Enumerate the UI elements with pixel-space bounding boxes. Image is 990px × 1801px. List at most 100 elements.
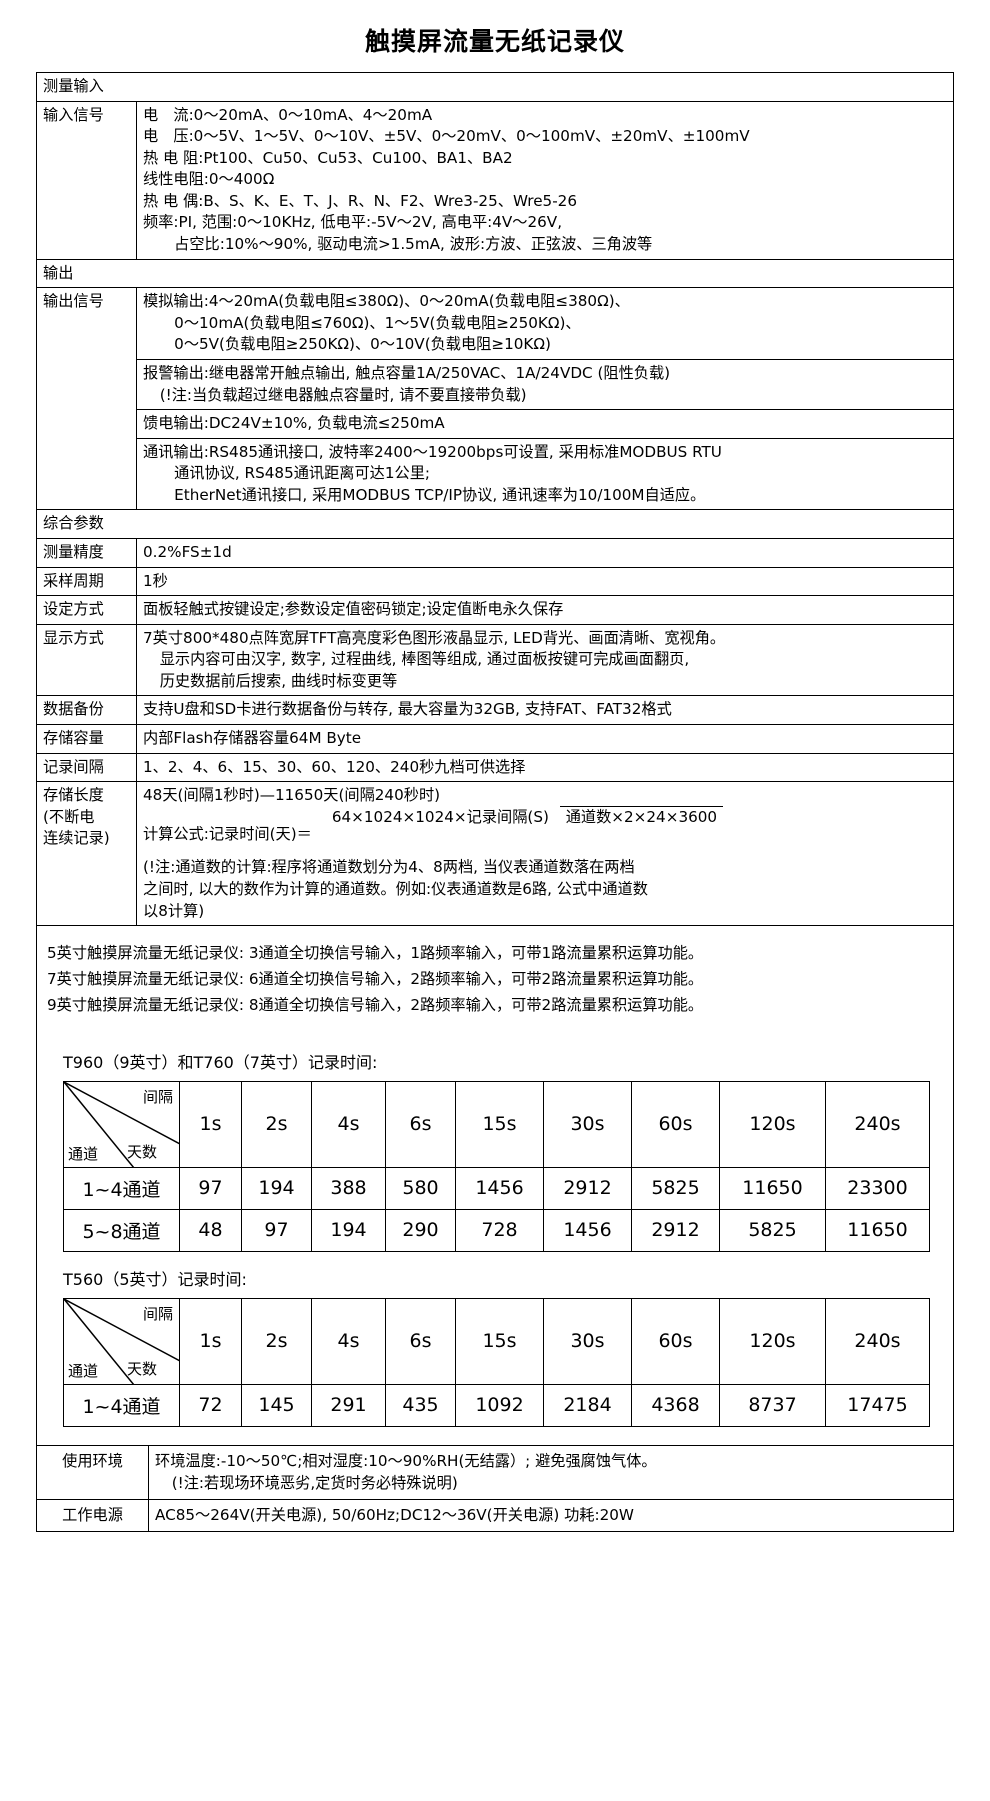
row-accuracy: 测量精度 0.2%FS±1d <box>36 537 954 568</box>
cell-ch5-8-4s: 194 <box>311 1208 386 1252</box>
diagonal-split-icon <box>64 1298 180 1385</box>
cell-t560-15s: 1092 <box>455 1383 544 1427</box>
col-header-30s: 30s <box>543 1297 632 1385</box>
storage-label-line-2: (不断电 <box>43 807 95 826</box>
section-row-measurement-input: 测量输入 <box>36 72 954 102</box>
section-row-output: 输出 <box>36 258 954 289</box>
cell-t560-30s: 2184 <box>543 1383 632 1427</box>
storage-note-line-3: 以8计算) <box>143 901 205 920</box>
cell-ch1-4-15s: 1456 <box>455 1166 544 1210</box>
cell-ch1-4-6s: 580 <box>385 1166 456 1210</box>
cell-ch1-4-2s: 194 <box>241 1166 312 1210</box>
row-label-sampling-period: 采样周期 <box>36 566 137 597</box>
table-row: 5~8通道 48 97 194 290 728 1456 2912 5825 1… <box>63 1208 930 1252</box>
display-line-3: 历史数据前后搜索, 曲线时标变更等 <box>159 671 398 690</box>
env-line-note: (!注:若现场环境恶劣,定货时务必特殊说明) <box>171 1474 458 1493</box>
corner-label-channel: 通道 <box>68 1361 99 1380</box>
storage-note: (!注:通道数的计算:程序将通道数划分为4、8两档, 当仪表通道数落在两档 之间… <box>143 845 947 922</box>
input-line-frequency: 频率:PI, 范围:0～10KHz, 低电平:-5V～2V, 高电平:4V～26… <box>143 213 563 232</box>
cell-t560-120s: 8737 <box>719 1383 826 1427</box>
row-label-setting-method: 设定方式 <box>36 595 137 625</box>
row-value-storage-length: 48天(间隔1秒时)—11650天(间隔240秒时) 计算公式:记录时间(天)＝… <box>136 781 954 927</box>
row-output-signal-analog: 输出信号 模拟输出:4～20mA(负载电阻≤380Ω)、0～20mA(负载电阻≤… <box>36 287 954 511</box>
row-output-alarm: 报警输出:继电器常开触点输出, 触点容量1A/250VAC、1A/24VDC (… <box>37 358 954 411</box>
corner-label-days: 天数 <box>126 1359 157 1378</box>
alarm-line-1: 报警输出:继电器常开触点输出, 触点容量1A/250VAC、1A/24VDC (… <box>143 363 671 382</box>
col-header-1s: 1s <box>179 1080 242 1168</box>
cell-ch1-4-60s: 5825 <box>631 1166 720 1210</box>
diagonal-split-icon <box>64 1081 180 1168</box>
row-header-ch1-4: 1~4通道 <box>63 1166 180 1210</box>
output-alarm-cell: 报警输出:继电器常开触点输出, 触点容量1A/250VAC、1A/24VDC (… <box>136 358 954 411</box>
storage-label-line-1: 存储长度 <box>43 786 104 805</box>
specification-table: 测量输入 输入信号 电 流:0～20mA、0～10mA、4～20mA 电 压:0… <box>36 72 954 927</box>
table-header-row: 间隔 天数 通道 1s 2s 4s 6s 15s 30s 60s 120s 24… <box>63 1080 930 1168</box>
input-line-current: 电 流:0～20mA、0～10mA、4～20mA <box>143 105 433 124</box>
analog-line-2: 0～10mA(负载电阻≤760Ω)、1～5V(负载电阻≥250KΩ)、 <box>174 313 581 332</box>
cell-t560-2s: 145 <box>241 1383 312 1427</box>
alarm-line-note: (!注:当负载超过继电器触点容量时, 请不要直接带负载) <box>159 385 527 404</box>
col-header-120s: 120s <box>719 1080 826 1168</box>
comm-line-2: 通讯协议, RS485通讯距离可达1公里; <box>174 464 431 483</box>
output-comm-cell: 通讯输出:RS485通讯接口, 波特率2400～19200bps可设置, 采用标… <box>136 437 954 511</box>
input-line-linear-resistance: 线性电阻:0～400Ω <box>143 170 275 189</box>
row-value-operating-environment: 环境温度:-10～50℃;相对湿度:10～90%RH(无结露）; 避免强腐蚀气体… <box>148 1444 954 1501</box>
input-line-voltage: 电 压:0～5V、1～5V、0～10V、±5V、0～20mV、0～100mV、±… <box>143 127 750 146</box>
record-time-table-t960: 间隔 天数 通道 1s 2s 4s 6s 15s 30s 60s 120s 24… <box>63 1080 930 1252</box>
row-label-storage-length: 存储长度 (不断电 连续记录) <box>36 781 137 927</box>
env-line-1: 环境温度:-10～50℃;相对湿度:10～90%RH(无结露）; 避免强腐蚀气体… <box>155 1451 657 1470</box>
row-output-comm: 通讯输出:RS485通讯接口, 波特率2400～19200bps可设置, 采用标… <box>37 437 954 511</box>
row-sampling-period: 采样周期 1秒 <box>36 566 954 597</box>
row-setting-method: 设定方式 面板轻触式按键设定;参数设定值密码锁定;设定值断电永久保存 <box>36 595 954 625</box>
col-header-6s: 6s <box>385 1297 456 1385</box>
storage-label-line-3: 连续记录) <box>43 829 110 848</box>
row-value-storage-capacity: 内部Flash存储器容量64M Byte <box>136 724 954 754</box>
formula-lead: 计算公式:记录时间(天)＝ <box>143 824 312 843</box>
model-description-block: 5英寸触摸屏流量无纸记录仪: 3通道全切换信号输入，1路频率输入，可带1路流量累… <box>36 926 954 1025</box>
col-header-4s: 4s <box>311 1297 386 1385</box>
cell-t560-1s: 72 <box>179 1383 242 1427</box>
input-line-rtd: 热 电 阻:Pt100、Cu50、Cu53、Cu100、BA1、BA2 <box>143 148 513 167</box>
cell-ch5-8-15s: 728 <box>455 1208 544 1252</box>
col-header-30s: 30s <box>543 1080 632 1168</box>
col-header-6s: 6s <box>385 1080 456 1168</box>
row-value-setting-method: 面板轻触式按键设定;参数设定值密码锁定;设定值断电永久保存 <box>136 595 954 625</box>
bottom-spec-table: 使用环境 环境温度:-10～50℃;相对湿度:10～90%RH(无结露）; 避免… <box>36 1444 954 1532</box>
row-value-data-backup: 支持U盘和SD卡进行数据备份与转存, 最大容量为32GB, 支持FAT、FAT3… <box>136 695 954 726</box>
diagonal-header-cell: 间隔 天数 通道 <box>63 1080 180 1168</box>
corner-label-days: 天数 <box>126 1142 157 1161</box>
row-label-input-signal: 输入信号 <box>36 100 137 260</box>
table-row: 1~4通道 97 194 388 580 1456 2912 5825 1165… <box>63 1166 930 1210</box>
col-header-240s: 240s <box>825 1080 930 1168</box>
comm-line-3: EtherNet通讯接口, 采用MODBUS TCP/IP协议, 通讯速率为10… <box>174 485 706 504</box>
table-header-row: 间隔 天数 通道 1s 2s 4s 6s 15s 30s 60s 120s 24… <box>63 1297 930 1385</box>
record-table-title-t560: T560（5英寸）记录时间: <box>63 1269 247 1289</box>
display-line-2: 显示内容可由汉字, 数字, 过程曲线, 棒图等组成, 通过面板按键可完成画面翻页… <box>159 650 690 669</box>
col-header-4s: 4s <box>311 1080 386 1168</box>
row-label-power-supply: 工作电源 <box>36 1499 149 1532</box>
row-output-feed: 馈电输出:DC24V±10%, 负载电流≤250mA <box>37 409 954 439</box>
cell-ch5-8-6s: 290 <box>385 1208 456 1252</box>
input-line-thermocouple: 热 电 偶:B、S、K、E、T、J、R、N、F2、Wre3-25、Wre5-26 <box>143 191 578 210</box>
corner-label-interval: 间隔 <box>142 1304 173 1323</box>
row-label-display: 显示方式 <box>36 623 137 697</box>
col-header-1s: 1s <box>179 1297 242 1385</box>
row-operating-environment: 使用环境 环境温度:-10～50℃;相对湿度:10～90%RH(无结露）; 避免… <box>36 1444 954 1501</box>
cell-t560-240s: 17475 <box>825 1383 930 1427</box>
row-label-output-signal: 输出信号 <box>36 287 137 511</box>
row-label-record-interval: 记录间隔 <box>36 752 137 783</box>
row-label-data-backup: 数据备份 <box>36 695 137 726</box>
col-header-240s: 240s <box>825 1297 930 1385</box>
section-label-output: 输出 <box>36 258 954 289</box>
analog-line-3: 0～5V(负载电阻≥250KΩ)、0～10V(负载电阻≥10KΩ) <box>174 335 551 354</box>
storage-range-line: 48天(间隔1秒时)—11650天(间隔240秒时) <box>143 786 441 805</box>
page-title: 触摸屏流量无纸记录仪 <box>364 27 625 56</box>
cell-ch5-8-240s: 11650 <box>825 1208 930 1252</box>
cell-ch5-8-30s: 1456 <box>543 1208 632 1252</box>
section-row-general: 综合参数 <box>36 509 954 539</box>
corner-label-interval: 间隔 <box>142 1087 173 1106</box>
output-feed-cell: 馈电输出:DC24V±10%, 负载电流≤250mA <box>136 409 954 439</box>
formula-denominator: 通道数×2×24×3600 <box>559 805 724 826</box>
model-description-7inch: 7英寸触摸屏流量无纸记录仪: 6通道全切换信号输入，2路频率输入，可带2路流量累… <box>47 970 704 989</box>
